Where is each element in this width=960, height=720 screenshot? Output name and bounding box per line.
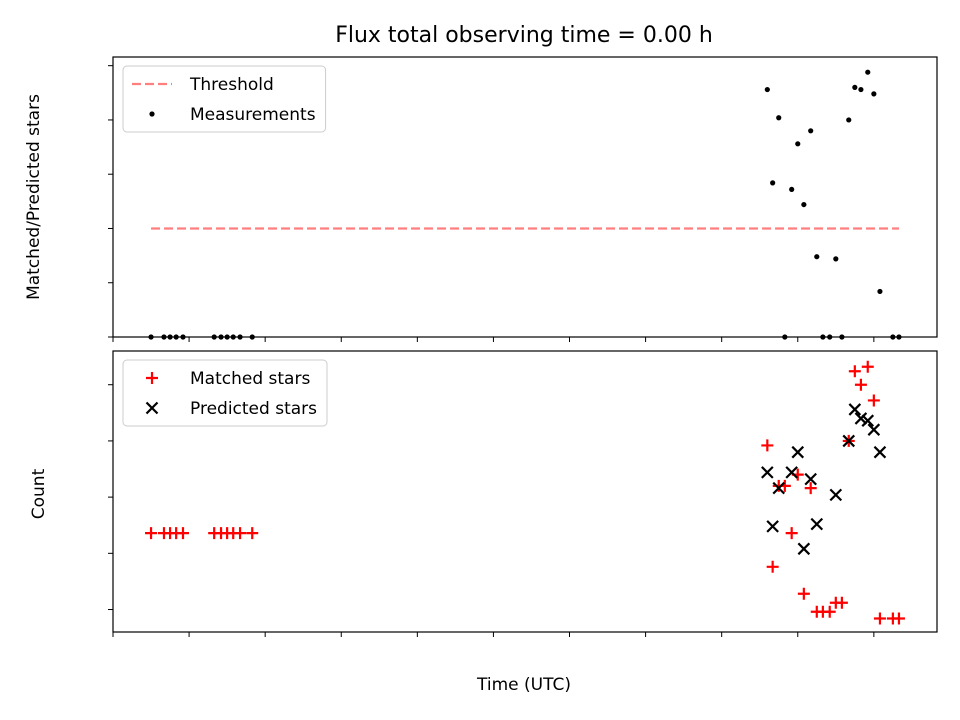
predicted-star-point <box>804 472 817 486</box>
legend-label: Measurements <box>190 105 316 125</box>
measurement-point <box>827 334 833 340</box>
top-ylabel: Matched/Predicted stars <box>24 94 44 300</box>
measurement-point <box>839 334 845 340</box>
matched-star-point <box>145 527 158 540</box>
matched-star-point <box>892 612 905 625</box>
predicted-star-point <box>772 481 786 495</box>
matched-star-point <box>867 394 880 407</box>
legend-matched-swatch <box>146 372 158 384</box>
predicted-star-point <box>785 466 798 479</box>
measurement-point <box>877 288 883 295</box>
predicted-star-point <box>761 466 774 479</box>
measurement-point <box>801 201 807 208</box>
measurement-point <box>148 334 154 340</box>
measurement-point <box>161 334 167 340</box>
measurement-point <box>764 86 770 93</box>
matched-star-point <box>854 378 867 391</box>
matched-star-point <box>761 439 774 452</box>
matched-star-point <box>873 612 886 625</box>
predicted-star-point <box>797 542 811 556</box>
matched-star-point <box>234 527 247 540</box>
measurement-point <box>782 334 788 340</box>
plot-frame <box>112 56 938 338</box>
measurement-point <box>871 91 877 97</box>
matched-star-point <box>861 360 874 373</box>
legend-label: Predicted stars <box>190 399 317 419</box>
predicted-star-point <box>766 520 779 533</box>
measurement-point <box>218 334 224 340</box>
xlabel: Time (UTC) <box>476 675 571 695</box>
legend-box <box>122 359 328 427</box>
predicted-star-point <box>829 488 843 502</box>
chart-title: Flux total observing time = 0.00 h <box>335 23 713 48</box>
bottom-ylabel: Count <box>29 468 49 519</box>
legend: Matched stars Predicted stars <box>122 359 328 427</box>
matched-star-point <box>835 596 848 609</box>
measurement-point <box>237 334 243 340</box>
bottom-panel: Count Time (UTC) Matched stars Predicted … <box>29 350 938 695</box>
measurement-point <box>173 334 179 340</box>
predicted-star-point <box>854 412 868 425</box>
predicted-star-point <box>873 445 887 459</box>
measurement-point <box>814 254 820 260</box>
measurement-point <box>833 256 839 262</box>
measurement-point <box>808 128 814 134</box>
legend-predicted-swatch <box>145 401 159 415</box>
measurement-point <box>820 334 826 340</box>
matched-star-point <box>797 587 810 600</box>
top-panel: Matched/Predicted stars Threshold Measure… <box>24 56 938 342</box>
measurement-point <box>167 334 173 340</box>
measurement-point <box>224 334 230 340</box>
measurement-point <box>789 186 795 193</box>
measurement-point <box>858 86 864 93</box>
measurement-point <box>211 334 217 340</box>
measurement-point <box>896 334 902 340</box>
measurement-point <box>852 84 858 90</box>
predicted-star-point <box>842 434 856 448</box>
measurement-point <box>230 334 236 340</box>
measurement-point <box>770 180 776 186</box>
legend-label: Threshold <box>189 75 274 95</box>
predicted-star-point <box>861 414 875 427</box>
matched-star-point <box>848 365 861 378</box>
matched-star-point <box>785 527 798 540</box>
predicted-star-point <box>810 517 824 531</box>
predicted-star-point <box>791 445 805 459</box>
legend-label: Matched stars <box>190 369 310 389</box>
measurement-point <box>776 115 782 121</box>
measurement-point <box>795 141 801 147</box>
legend-measurement-swatch <box>149 111 155 117</box>
measurement-point <box>846 117 852 123</box>
predicted-star-point <box>867 423 881 436</box>
predicted-star-point <box>848 403 862 416</box>
plot-frame <box>112 350 938 633</box>
legend-box <box>122 65 327 133</box>
measurement-point <box>865 69 871 75</box>
matched-star-point <box>766 560 779 573</box>
matched-star-point <box>176 527 189 540</box>
measurement-point <box>180 334 186 340</box>
measurement-point <box>249 334 255 340</box>
legend: Threshold Measurements <box>122 65 327 133</box>
matched-star-point <box>823 605 836 618</box>
measurement-point <box>890 334 896 340</box>
matched-star-point <box>246 527 259 540</box>
matched-star-point <box>804 482 817 495</box>
